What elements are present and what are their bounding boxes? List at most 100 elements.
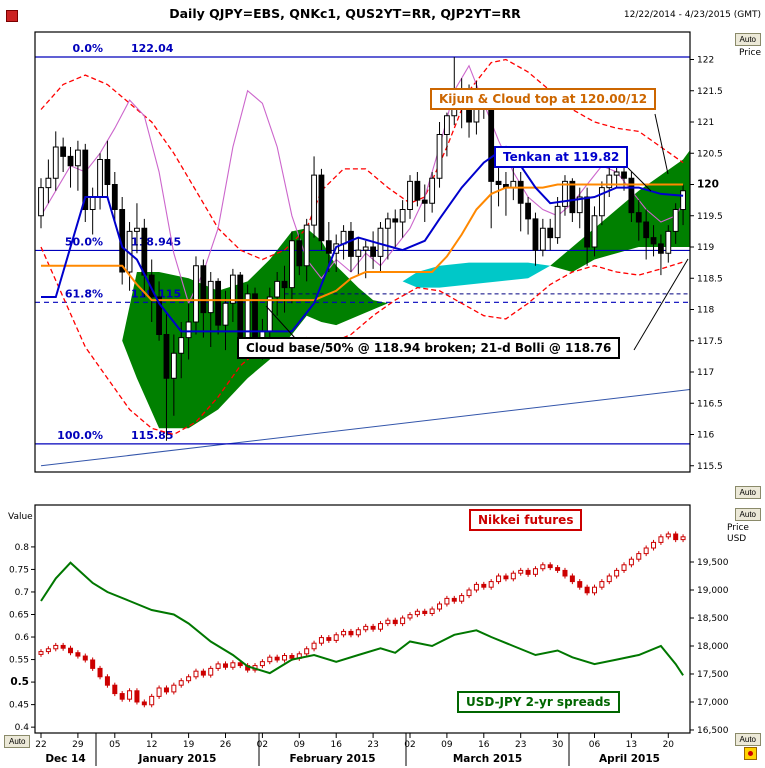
lower-price-tick-label: 19,000 bbox=[697, 586, 729, 596]
auto-scale-button-lower-top[interactable]: Auto bbox=[734, 508, 761, 521]
annotation-leader bbox=[265, 305, 296, 339]
lower-panel-border bbox=[34, 504, 691, 734]
tenkan-line bbox=[41, 145, 684, 333]
auto-scale-button-main-bottom[interactable]: Auto bbox=[734, 486, 761, 499]
candle-body bbox=[281, 280, 288, 289]
fib-value-label: 115.85 bbox=[131, 429, 173, 442]
candle-body bbox=[296, 240, 303, 267]
candle-body bbox=[576, 196, 583, 214]
auto-scale-button-lower-bottom[interactable]: Auto bbox=[734, 733, 761, 746]
nikkei-candle-body bbox=[38, 651, 44, 655]
value-tick-label: 0.55 bbox=[9, 656, 29, 666]
nikkei-candle-body bbox=[355, 629, 361, 636]
nikkei-candle-body bbox=[363, 625, 369, 631]
price-tick-label: 118.5 bbox=[697, 274, 723, 284]
nikkei-candle-body bbox=[466, 589, 472, 597]
candle-body bbox=[82, 149, 89, 210]
nikkei-candle-body bbox=[525, 569, 531, 575]
nikkei-candle-body bbox=[636, 553, 642, 560]
candle-body bbox=[289, 240, 295, 289]
candle-body bbox=[635, 212, 642, 223]
candle-body bbox=[178, 337, 185, 354]
annotation-cloud-base-broken[interactable]: Cloud base/50% @ 118.94 broken; 21-d Bol… bbox=[237, 337, 621, 359]
candle-body bbox=[621, 171, 627, 179]
candle-body bbox=[628, 177, 635, 214]
price-tick-label: 122 bbox=[697, 56, 714, 66]
month-label: April 2015 bbox=[599, 753, 660, 765]
nikkei-candle-body bbox=[333, 634, 339, 641]
nikkei-candle-body bbox=[267, 656, 273, 663]
kijun-line bbox=[41, 183, 684, 302]
x-tick-label: 06 bbox=[589, 740, 601, 750]
candle-body bbox=[429, 177, 436, 204]
price-tick-label: 121 bbox=[697, 118, 714, 128]
annotation-nikkei-futures[interactable]: Nikkei futures bbox=[469, 509, 583, 531]
price-tick-label: 116.5 bbox=[697, 399, 723, 409]
month-label: March 2015 bbox=[453, 753, 522, 765]
nikkei-candle-body bbox=[237, 662, 243, 667]
x-tick-label: 16 bbox=[478, 740, 490, 750]
lower-price-tick-label: 18,000 bbox=[697, 642, 729, 652]
nikkei-candle-body bbox=[163, 687, 169, 693]
candle-body bbox=[215, 280, 222, 326]
x-tick-label: 23 bbox=[367, 740, 378, 750]
ichimoku-cloud bbox=[402, 262, 551, 288]
candle-body bbox=[672, 209, 679, 232]
nikkei-candle-body bbox=[429, 608, 435, 615]
nikkei-candle-body bbox=[171, 684, 177, 693]
candle-body bbox=[658, 243, 664, 254]
price-tick-label: 115.5 bbox=[697, 462, 723, 472]
x-tick-label: 30 bbox=[552, 740, 564, 750]
nikkei-candle-body bbox=[223, 663, 228, 668]
x-tick-label: 05 bbox=[109, 740, 120, 750]
value-tick-label: 0.75 bbox=[9, 565, 29, 575]
price-tick-label: 116 bbox=[697, 431, 714, 441]
nikkei-candle-body bbox=[230, 662, 236, 668]
candle-body bbox=[104, 159, 111, 185]
spread-line bbox=[40, 561, 684, 676]
price-tick-label: 120 bbox=[697, 179, 719, 191]
price-tick-label: 117.5 bbox=[697, 337, 723, 347]
nikkei-candle-body bbox=[414, 610, 420, 616]
price-tick-label: 120.5 bbox=[697, 149, 723, 159]
annotation-leader bbox=[627, 167, 652, 192]
candle-body bbox=[598, 187, 605, 217]
annotation-usdjpy-spreads[interactable]: USD-JPY 2-yr spreads bbox=[457, 691, 620, 713]
nikkei-candle-body bbox=[104, 676, 110, 686]
candle-body bbox=[562, 180, 568, 207]
nikkei-candle-body bbox=[45, 648, 51, 653]
nikkei-candle-body bbox=[304, 648, 310, 655]
status-icon bbox=[744, 747, 757, 760]
candle-body bbox=[584, 196, 591, 248]
nikkei-candle-body bbox=[274, 656, 280, 661]
candle-body bbox=[237, 274, 244, 339]
candle-body bbox=[97, 159, 103, 198]
nikkei-candle-body bbox=[510, 572, 516, 580]
annotation-kijun-cloud-top[interactable]: Kijun & Cloud top at 120.00/12 bbox=[430, 88, 657, 110]
auto-scale-button-lower-left[interactable]: Auto bbox=[4, 735, 31, 748]
price-axis-title: Price bbox=[739, 48, 761, 58]
nikkei-candle-body bbox=[119, 693, 125, 700]
nikkei-candle-body bbox=[444, 597, 450, 605]
nikkei-candle-body bbox=[348, 630, 354, 636]
annotation-tenkan[interactable]: Tenkan at 119.82 bbox=[494, 146, 629, 168]
nikkei-candle-body bbox=[473, 583, 479, 591]
nikkei-candle-body bbox=[282, 655, 288, 661]
x-tick-label: 23 bbox=[515, 740, 526, 750]
nikkei-candle-body bbox=[326, 637, 332, 641]
candle-body bbox=[362, 246, 369, 251]
candle-body bbox=[569, 180, 576, 214]
candle-body bbox=[348, 230, 354, 257]
nikkei-candle-body bbox=[621, 564, 627, 571]
nikkei-candle-body bbox=[628, 558, 634, 566]
candle-body bbox=[407, 180, 413, 210]
candle-body bbox=[111, 184, 118, 210]
value-tick-label: 0.6 bbox=[15, 633, 30, 643]
candle-body bbox=[488, 102, 495, 182]
bollinger-upper bbox=[40, 58, 684, 261]
value-tick-label: 0.7 bbox=[15, 588, 29, 598]
app-icon bbox=[6, 10, 18, 22]
nikkei-candle-body bbox=[451, 597, 457, 602]
auto-scale-button-main-top[interactable]: Auto bbox=[734, 33, 761, 46]
